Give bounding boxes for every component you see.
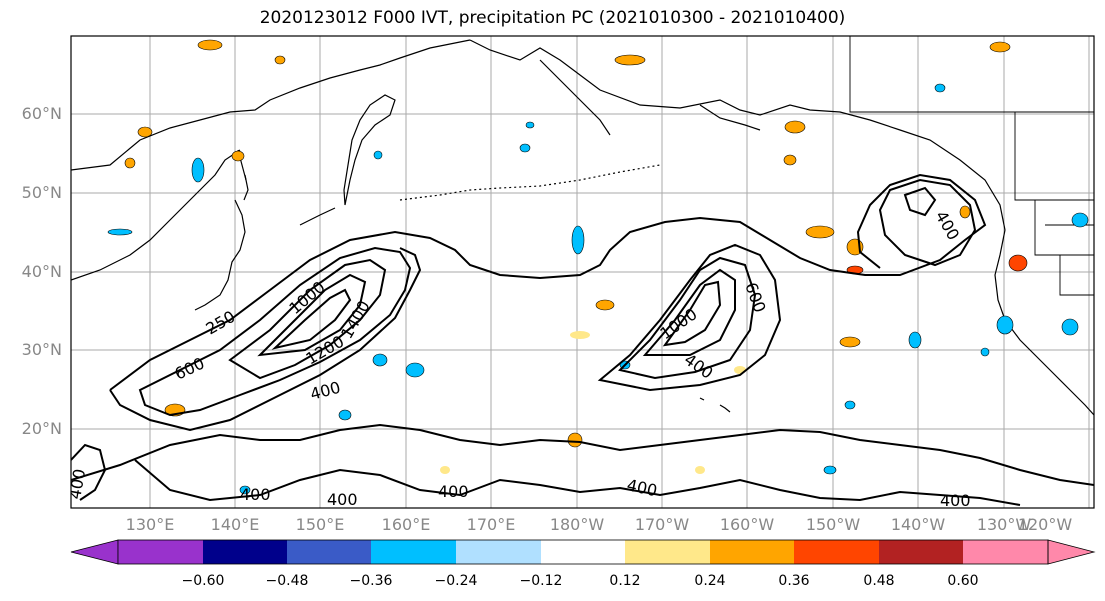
ivt-contours [71, 173, 1094, 506]
lat-label-20n: 20°N [21, 419, 62, 438]
lon-label-130e: 130°E [125, 515, 175, 534]
colorbar-bin [963, 540, 1048, 564]
contour-label-600-b: 600 [741, 280, 769, 315]
lon-label-170e: 170°E [466, 515, 516, 534]
contour-label-1000: 1000 [285, 277, 328, 318]
colorbar-bin [203, 540, 287, 564]
lon-label-130w: 130°W [976, 515, 1032, 534]
lon-label-140w: 140°W [890, 515, 946, 534]
colorbar-bin [118, 540, 203, 564]
contour-label-400-h: 400 [932, 208, 964, 244]
graticule [71, 36, 1094, 508]
lon-label-160e: 160°E [381, 515, 431, 534]
colorbar-bin [879, 540, 963, 564]
contour-label-1400: 1400 [337, 297, 374, 342]
map-title: 2020123012 F000 IVT, precipitation PC (2… [259, 8, 846, 28]
lon-label-150e: 150°E [295, 515, 345, 534]
lon-label-140e: 140°E [210, 515, 260, 534]
political-borders [849, 36, 1094, 296]
colorbar-bin [371, 540, 456, 564]
colorbar-tick: −0.60 [181, 573, 225, 589]
colorbar-tick: −0.24 [434, 573, 478, 589]
contour-label-400-i: 400 [65, 467, 89, 500]
colorbar-tick: −0.48 [265, 573, 309, 589]
colorbar-tick: 0.48 [863, 573, 895, 589]
contour-label-400-f: 400 [940, 491, 971, 510]
colorbar-bin [710, 540, 794, 564]
lon-label-120w: 120°W [1017, 515, 1073, 534]
colorbar-tick: 0.60 [947, 573, 979, 589]
colorbar-bin [625, 540, 710, 564]
lon-label-180w: 180°W [549, 515, 605, 534]
contour-label-400-a: 400 [308, 378, 342, 404]
lat-label-30n: 30°N [21, 340, 62, 359]
lon-label-170w: 170°W [634, 515, 690, 534]
colorbar-tick: 0.12 [609, 573, 641, 589]
colorbar [70, 539, 1096, 565]
coastlines [71, 39, 1094, 416]
colorbar-tick: 0.24 [694, 573, 726, 589]
colorbar-bin [287, 540, 371, 564]
lat-label-40n: 40°N [21, 262, 62, 281]
colorbar-extend-high [1047, 539, 1096, 565]
colorbar-tick: −0.36 [349, 573, 393, 589]
contour-label-400-c: 400 [327, 490, 358, 509]
contour-label-400-d: 400 [438, 482, 469, 501]
colorbar-bin [456, 540, 541, 564]
colorbar-tick: 0.36 [778, 573, 810, 589]
colorbar-bin [541, 540, 625, 564]
contour-label-400-b: 400 [240, 485, 271, 504]
contour-label-250: 250 [203, 307, 239, 339]
lat-label-50n: 50°N [21, 183, 62, 202]
colorbar-tick: −0.12 [519, 573, 563, 589]
contour-labels: 250 600 1000 1200 1400 400 400 400 400 4… [65, 208, 971, 510]
colorbar-extend-low [70, 539, 119, 565]
colorbar-bin [794, 540, 879, 564]
lat-label-60n: 60°N [21, 104, 62, 123]
precipitation-pc-field [107, 39, 1089, 495]
map-frame [70, 35, 1095, 509]
contour-label-400-e: 400 [625, 475, 659, 500]
lon-label-160w: 160°W [719, 515, 775, 534]
lon-label-150w: 150°W [805, 515, 861, 534]
